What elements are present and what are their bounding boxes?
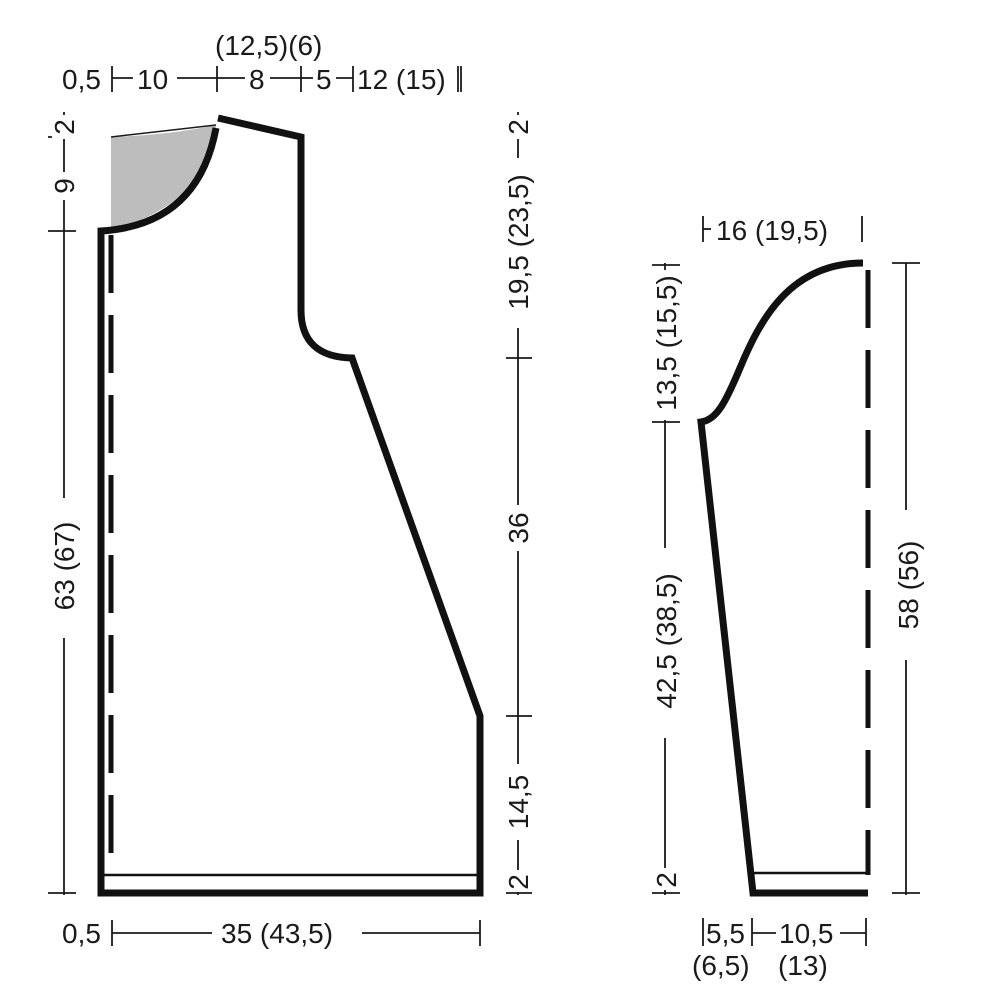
sleeve-bottom-dimensions: 5,5 10,5 (6,5) (13) bbox=[692, 918, 867, 981]
body-top-dimensions: (12,5)(6) 0,5 10 8 5 12 (15) bbox=[62, 30, 462, 95]
sleeve-piece bbox=[697, 259, 871, 897]
dim-bottom-edge: 0,5 bbox=[62, 918, 101, 949]
dim-shoulder-step: 2 bbox=[503, 119, 534, 135]
sleeve-outline bbox=[697, 259, 868, 897]
dim-body-width: 35 (43,5) bbox=[221, 918, 333, 949]
dim-hem-height: 2 bbox=[503, 874, 534, 890]
dim-neck-step: 2 bbox=[49, 119, 80, 135]
dim-top-edge: 0,5 bbox=[62, 64, 101, 95]
dim-sleeve-total-length: 58 (56) bbox=[893, 541, 924, 630]
dim-arm-step: 5 bbox=[316, 64, 332, 95]
dim-shoulder-width: 8 bbox=[249, 64, 265, 95]
dim-total-length: 63 (67) bbox=[49, 522, 80, 611]
dim-cuff-left-alt: (6,5) bbox=[692, 950, 750, 981]
dim-cuff-right-alt: (13) bbox=[778, 950, 828, 981]
body-bottom-dimensions: 0,5 35 (43,5) bbox=[62, 918, 481, 949]
dim-upper-label: (12,5)(6) bbox=[215, 30, 322, 61]
dim-side-straight: 14,5 bbox=[503, 775, 534, 830]
neck-shading-edge bbox=[110, 124, 217, 138]
dim-cuff-right: 10,5 bbox=[779, 918, 834, 949]
sleeve-top-dimensions: 16 (19,5) bbox=[702, 215, 863, 246]
dim-sleeve-hem: 2 bbox=[651, 872, 682, 888]
body-piece bbox=[97, 114, 484, 897]
body-outline bbox=[97, 114, 484, 897]
sleeve-right-dimensions: 58 (56) bbox=[892, 262, 924, 895]
sleeve-left-dimensions: 13,5 (15,5) 42,5 (38,5) 2 bbox=[650, 263, 682, 895]
body-right-dimensions: 2 19,5 (23,5) 36 14,5 2 bbox=[502, 112, 536, 895]
dim-neck-depth: 9 bbox=[49, 178, 80, 194]
dim-cuff-left: 5,5 bbox=[706, 918, 745, 949]
dim-cap-height: 13,5 (15,5) bbox=[651, 275, 682, 410]
neck-shading bbox=[111, 125, 216, 231]
dim-arm-width: 12 (15) bbox=[357, 64, 446, 95]
dim-sleeve-length: 42,5 (38,5) bbox=[651, 573, 682, 708]
dim-neck-width: 10 bbox=[137, 64, 168, 95]
dim-armhole: 19,5 (23,5) bbox=[503, 174, 534, 309]
body-left-dimensions: 2 9 63 (67) bbox=[48, 112, 80, 895]
dim-cap-width: 16 (19,5) bbox=[716, 215, 828, 246]
dim-side-slope: 36 bbox=[503, 512, 534, 543]
